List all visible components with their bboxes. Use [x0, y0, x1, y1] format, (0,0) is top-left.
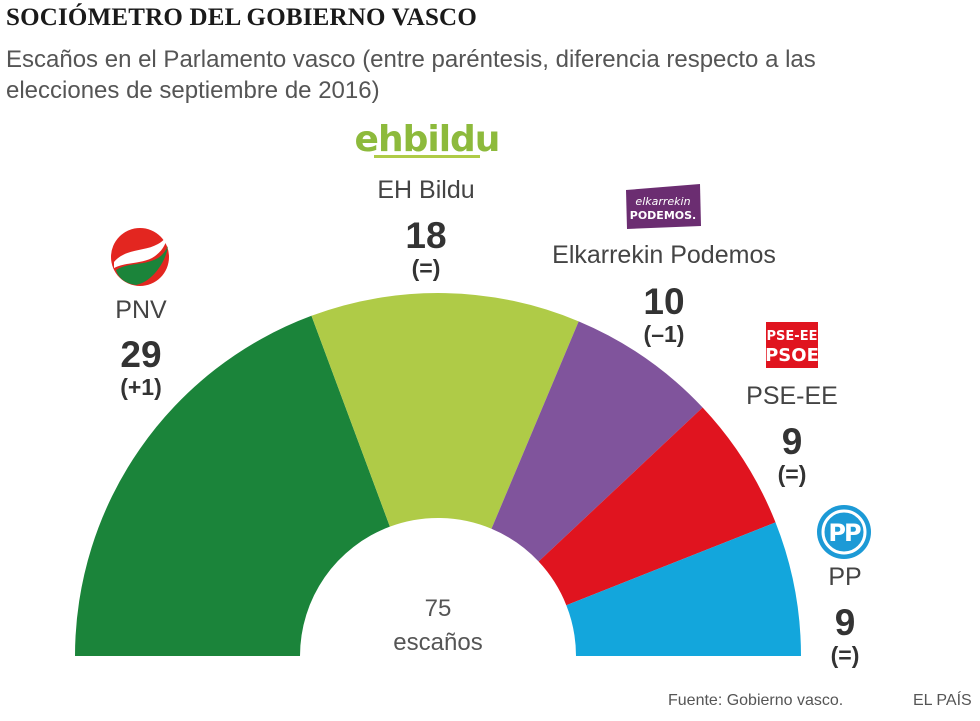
source-note: Fuente: Gobierno vasco. — [668, 692, 844, 709]
svg-text:elkarrekin: elkarrekin — [635, 195, 690, 208]
party-name-elkarrekin-podemos: Elkarrekin Podemos — [552, 241, 776, 269]
svg-text:PP: PP — [828, 519, 861, 547]
segment-pse-ee — [538, 407, 776, 606]
seat-count-pse-ee: 9 — [782, 421, 803, 462]
svg-text:PSE-EE: PSE-EE — [767, 329, 818, 344]
seat-count-pnv: 29 — [120, 334, 161, 375]
seat-change-pnv: (+1) — [120, 374, 162, 400]
pp-logo: PP — [817, 505, 871, 559]
seat-count-elkarrekin-podemos: 10 — [643, 281, 684, 322]
party-name-pp: PP — [828, 563, 861, 591]
party-name-eh-bildu: EH Bildu — [377, 176, 474, 204]
svg-text:PSOE: PSOE — [765, 345, 819, 366]
seat-change-pp: (=) — [831, 642, 860, 668]
segment-pp — [566, 522, 801, 656]
seat-change-eh-bildu: (=) — [412, 255, 441, 281]
segment-elkarrekin-podemos — [491, 321, 703, 562]
seat-change-elkarrekin-podemos: (–1) — [644, 321, 685, 347]
center-unit: escaños — [393, 629, 482, 656]
svg-text:PODEMOS.: PODEMOS. — [630, 209, 696, 222]
pnv-logo — [111, 228, 169, 286]
credit: EL PAÍS — [913, 692, 972, 709]
chart-subtitle: Escaños en el Parlamento vasco (entre pa… — [6, 46, 816, 104]
seat-count-eh-bildu: 18 — [405, 215, 446, 256]
seat-count-pp: 9 — [835, 602, 856, 643]
ehbildu-logo: ehbildu — [355, 119, 501, 160]
chart-title: SOCIÓMETRO DEL GOBIERNO VASCO — [6, 4, 477, 31]
segment-eh-bildu — [311, 293, 579, 529]
party-name-pnv: PNV — [115, 296, 167, 324]
center-total: 75 — [425, 595, 452, 622]
segment-pnv — [75, 315, 390, 656]
seat-change-pse-ee: (=) — [778, 461, 807, 487]
center-label: 75 escaños — [393, 595, 482, 656]
svg-text:ehbildu: ehbildu — [355, 119, 500, 160]
seat-segments — [75, 293, 801, 656]
party-name-pse-ee: PSE-EE — [746, 382, 838, 410]
